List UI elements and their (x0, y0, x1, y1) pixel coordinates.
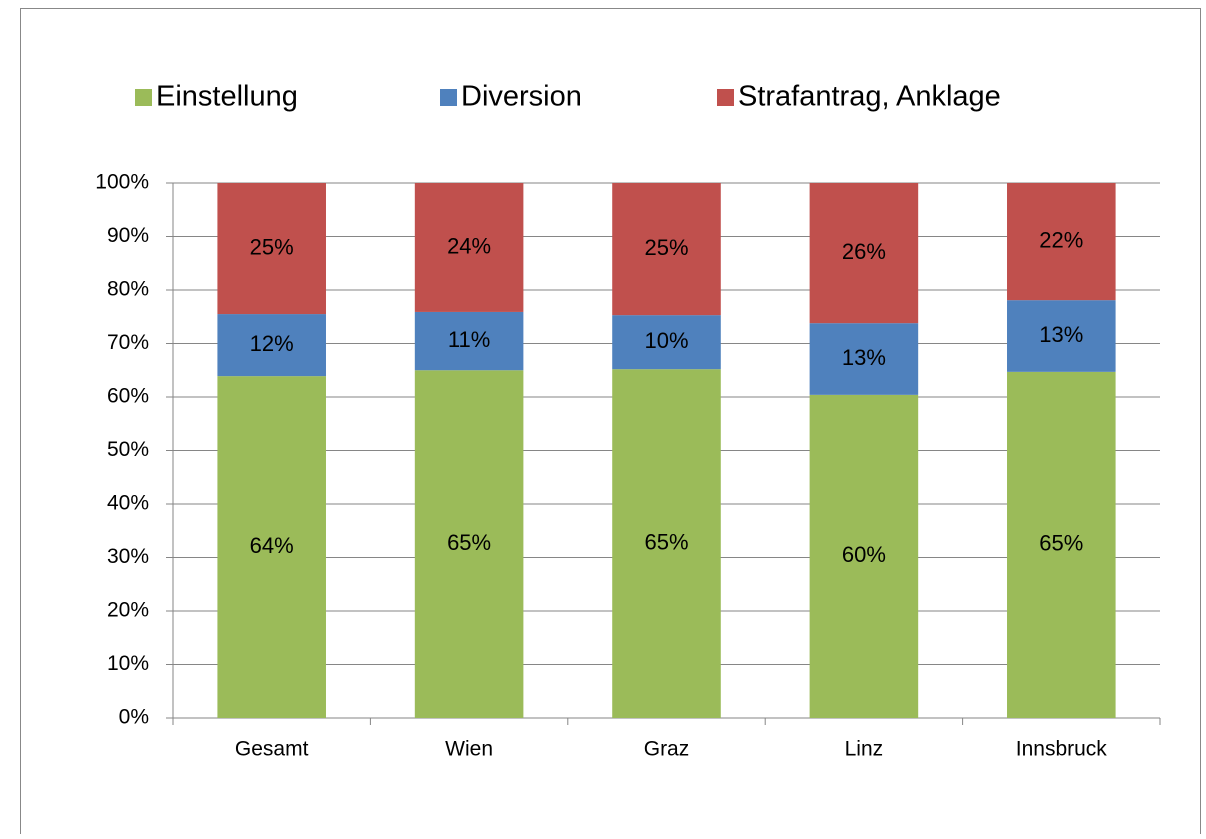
data-label: 11% (448, 327, 490, 352)
y-tick-label: 0% (119, 706, 149, 729)
data-label: 60% (842, 542, 886, 567)
data-label: 10% (644, 328, 688, 353)
legend-swatch (135, 89, 152, 106)
bar-segment (809, 323, 919, 395)
legend-swatch (440, 89, 457, 106)
data-label: 12% (250, 331, 294, 356)
y-tick-label: 30% (107, 545, 149, 568)
legend-swatch (717, 89, 734, 106)
legend-label: Diversion (461, 81, 582, 113)
x-tick-label: Wien (445, 738, 493, 761)
data-label: 22% (1039, 227, 1083, 252)
data-label: 65% (644, 529, 688, 554)
legend-label: Strafantrag, Anklage (738, 81, 1001, 113)
y-tick-label: 20% (107, 599, 149, 622)
data-label: 13% (842, 345, 886, 370)
data-label: 25% (250, 234, 294, 259)
data-label: 65% (1039, 531, 1083, 556)
data-label: 65% (447, 530, 491, 555)
bar-segment (217, 314, 326, 377)
data-label: 13% (1039, 322, 1083, 347)
data-label: 64% (250, 533, 294, 558)
bar-segment (809, 183, 919, 324)
data-label: 25% (644, 235, 688, 260)
y-tick-label: 50% (107, 438, 149, 461)
bar-segment (612, 315, 721, 370)
bar-segment (612, 369, 721, 718)
x-tick-label: Gesamt (235, 738, 309, 761)
data-label: 24% (447, 233, 491, 258)
bar-segment (809, 394, 919, 718)
x-tick-label: Linz (845, 738, 884, 761)
bar-segment (1007, 371, 1116, 718)
bar-segment (1007, 300, 1116, 372)
y-tick-label: 40% (107, 492, 149, 515)
bar-segment (414, 370, 524, 718)
bar-segment (1007, 183, 1116, 301)
y-tick-label: 60% (107, 385, 149, 408)
data-label: 26% (842, 239, 886, 264)
y-tick-label: 90% (107, 224, 149, 247)
bar-segment (612, 183, 721, 316)
y-tick-label: 10% (107, 652, 149, 675)
bar-segment (414, 311, 524, 371)
bar-segment (217, 183, 326, 315)
bar-segment (217, 376, 326, 718)
x-tick-label: Innsbruck (1016, 738, 1108, 761)
y-tick-label: 70% (107, 331, 149, 354)
legend-label: Einstellung (156, 81, 298, 113)
chart-frame (20, 8, 1201, 839)
y-tick-label: 100% (95, 171, 149, 194)
bar-segment (414, 183, 524, 312)
y-tick-label: 80% (107, 278, 149, 301)
x-tick-label: Graz (644, 738, 690, 761)
